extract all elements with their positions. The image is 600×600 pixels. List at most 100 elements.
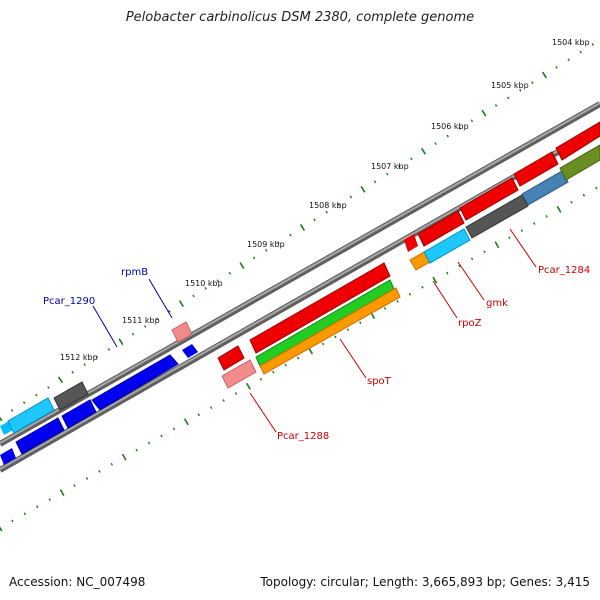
scale-labels: 1504 kbp 1505 kbp 1506 kbp 1507 kbp 1508… <box>60 38 590 362</box>
upper-scale-tick <box>541 71 548 79</box>
scale-label-1509: 1509 kbp <box>247 240 285 249</box>
lower-scale-tick <box>23 512 27 516</box>
page-title: Pelobacter carbinolicus DSM 2380, comple… <box>125 10 475 25</box>
lower-scale-tick <box>284 363 287 367</box>
upper-scale-tick <box>131 332 135 336</box>
gene-green-spoT <box>255 279 395 367</box>
lower-scale-tick <box>533 222 536 225</box>
lower-scale-tick <box>408 292 412 296</box>
lower-scale-tick <box>446 271 449 275</box>
lower-scale-tick <box>59 489 65 497</box>
label-rpoZ: rpoZ <box>458 318 482 329</box>
lower-scale-tick <box>570 200 573 204</box>
lower-scale-tick <box>421 285 424 289</box>
scale-label-1506: 1506 kbp <box>431 122 469 131</box>
upper-scale-tick <box>204 287 207 290</box>
upper-scale-tick <box>458 126 461 130</box>
callout-rpoZ <box>432 280 458 319</box>
callout-spoT <box>339 338 367 379</box>
upper-scale-tick <box>35 393 38 397</box>
upper-scale-tick <box>420 147 427 155</box>
scale-label-1508: 1508 kbp <box>309 201 347 210</box>
lower-scale-tick <box>183 418 189 426</box>
upper-scale-tick <box>228 271 232 275</box>
gene-pink-1 <box>171 321 193 343</box>
scale-label-1512: 1512 kbp <box>60 353 98 362</box>
upper-scale-tick <box>239 262 245 269</box>
label-Pcar1290: Pcar_1290 <box>43 296 95 307</box>
backbone-lower-highlight <box>0 126 600 470</box>
lower-scale-tick <box>483 250 486 254</box>
lower-scale-tick <box>36 505 39 509</box>
lower-scale-tick <box>545 215 548 218</box>
backbone-upper-highlight <box>0 102 600 444</box>
lower-scale-tick <box>0 526 3 532</box>
label-rpmB: rpmB <box>121 267 148 278</box>
gene-blue-rpmB-region <box>91 354 179 411</box>
upper-scale-tick <box>264 248 268 252</box>
scale-label-1510: 1510 kbp <box>185 279 223 288</box>
gene-steelblue <box>521 170 569 206</box>
lower-scale-tick <box>359 321 362 325</box>
callout-gmk <box>457 261 485 301</box>
upper-scale-tick <box>22 401 26 405</box>
upper-scale-tick <box>494 104 498 107</box>
lower-scale-tick <box>334 335 337 339</box>
lower-scale-tick <box>209 406 213 410</box>
gene-olive <box>559 144 600 181</box>
upper-scale-tick <box>531 81 534 85</box>
lower-scale-tick <box>234 392 238 395</box>
upper-scale-tick <box>398 165 401 168</box>
upper-scale-tick <box>71 370 74 374</box>
upper-scale-tick <box>410 157 413 161</box>
lower-scale-tick <box>321 342 325 346</box>
upper-scale-tick <box>385 172 389 176</box>
upper-scale-tick <box>0 416 3 422</box>
lower-scale-tick <box>121 453 127 461</box>
upper-scale-tick <box>325 210 328 214</box>
accession-text: Accession: NC_007498 <box>9 575 146 589</box>
upper-scale-tick <box>434 142 437 145</box>
gene-callouts <box>92 228 537 433</box>
lower-scale-tick <box>308 347 314 355</box>
upper-scale-tick <box>156 317 159 321</box>
lower-scale-tick <box>259 377 263 381</box>
upper-scale-tick <box>337 203 341 206</box>
label-Pcar1288: Pcar_1288 <box>277 431 329 442</box>
lower-scale-tick <box>494 241 500 249</box>
upper-scale-tick <box>349 195 353 199</box>
gene-blue-4 <box>61 399 97 429</box>
upper-scale-tick <box>118 338 124 346</box>
upper-scale-tick <box>178 300 185 308</box>
label-gmk: gmk <box>486 298 508 309</box>
label-Pcar1284: Pcar_1284 <box>538 265 590 276</box>
callout-Pcar1290 <box>92 305 118 348</box>
upper-scale-tick <box>10 408 14 412</box>
lower-scale-tick <box>432 276 438 284</box>
lower-scale-tick <box>160 434 163 438</box>
gene-blue-rpmB <box>182 344 198 358</box>
reverse-strand-genes <box>217 121 600 389</box>
upper-scale-tick <box>83 363 86 367</box>
upper-scale-tick <box>579 50 582 54</box>
lower-scale-tick <box>396 300 399 303</box>
lower-scale-tick <box>458 264 461 268</box>
callout-Pcar1288 <box>249 392 277 433</box>
gene-pink-Pcar1288 <box>221 359 257 389</box>
upper-scale-tick <box>373 180 377 184</box>
upper-scale-tick <box>168 309 171 313</box>
lower-scale-tick <box>98 469 101 473</box>
upper-scale-tick <box>299 224 306 231</box>
gene-blue-3 <box>15 417 65 455</box>
lower-scale-tick <box>383 307 387 310</box>
scale-ticks <box>0 43 598 532</box>
gene-blue-2 <box>0 448 16 465</box>
gene-orange-spoT <box>259 287 401 375</box>
lower-scale-tick <box>172 427 176 431</box>
forward-strand-genes <box>0 321 198 465</box>
lower-scale-tick <box>110 462 114 466</box>
gene-gray-2 <box>465 194 529 239</box>
lower-scale-tick <box>595 186 598 190</box>
topology-text: Topology: circular; Length: 3,665,893 bp… <box>260 575 590 589</box>
